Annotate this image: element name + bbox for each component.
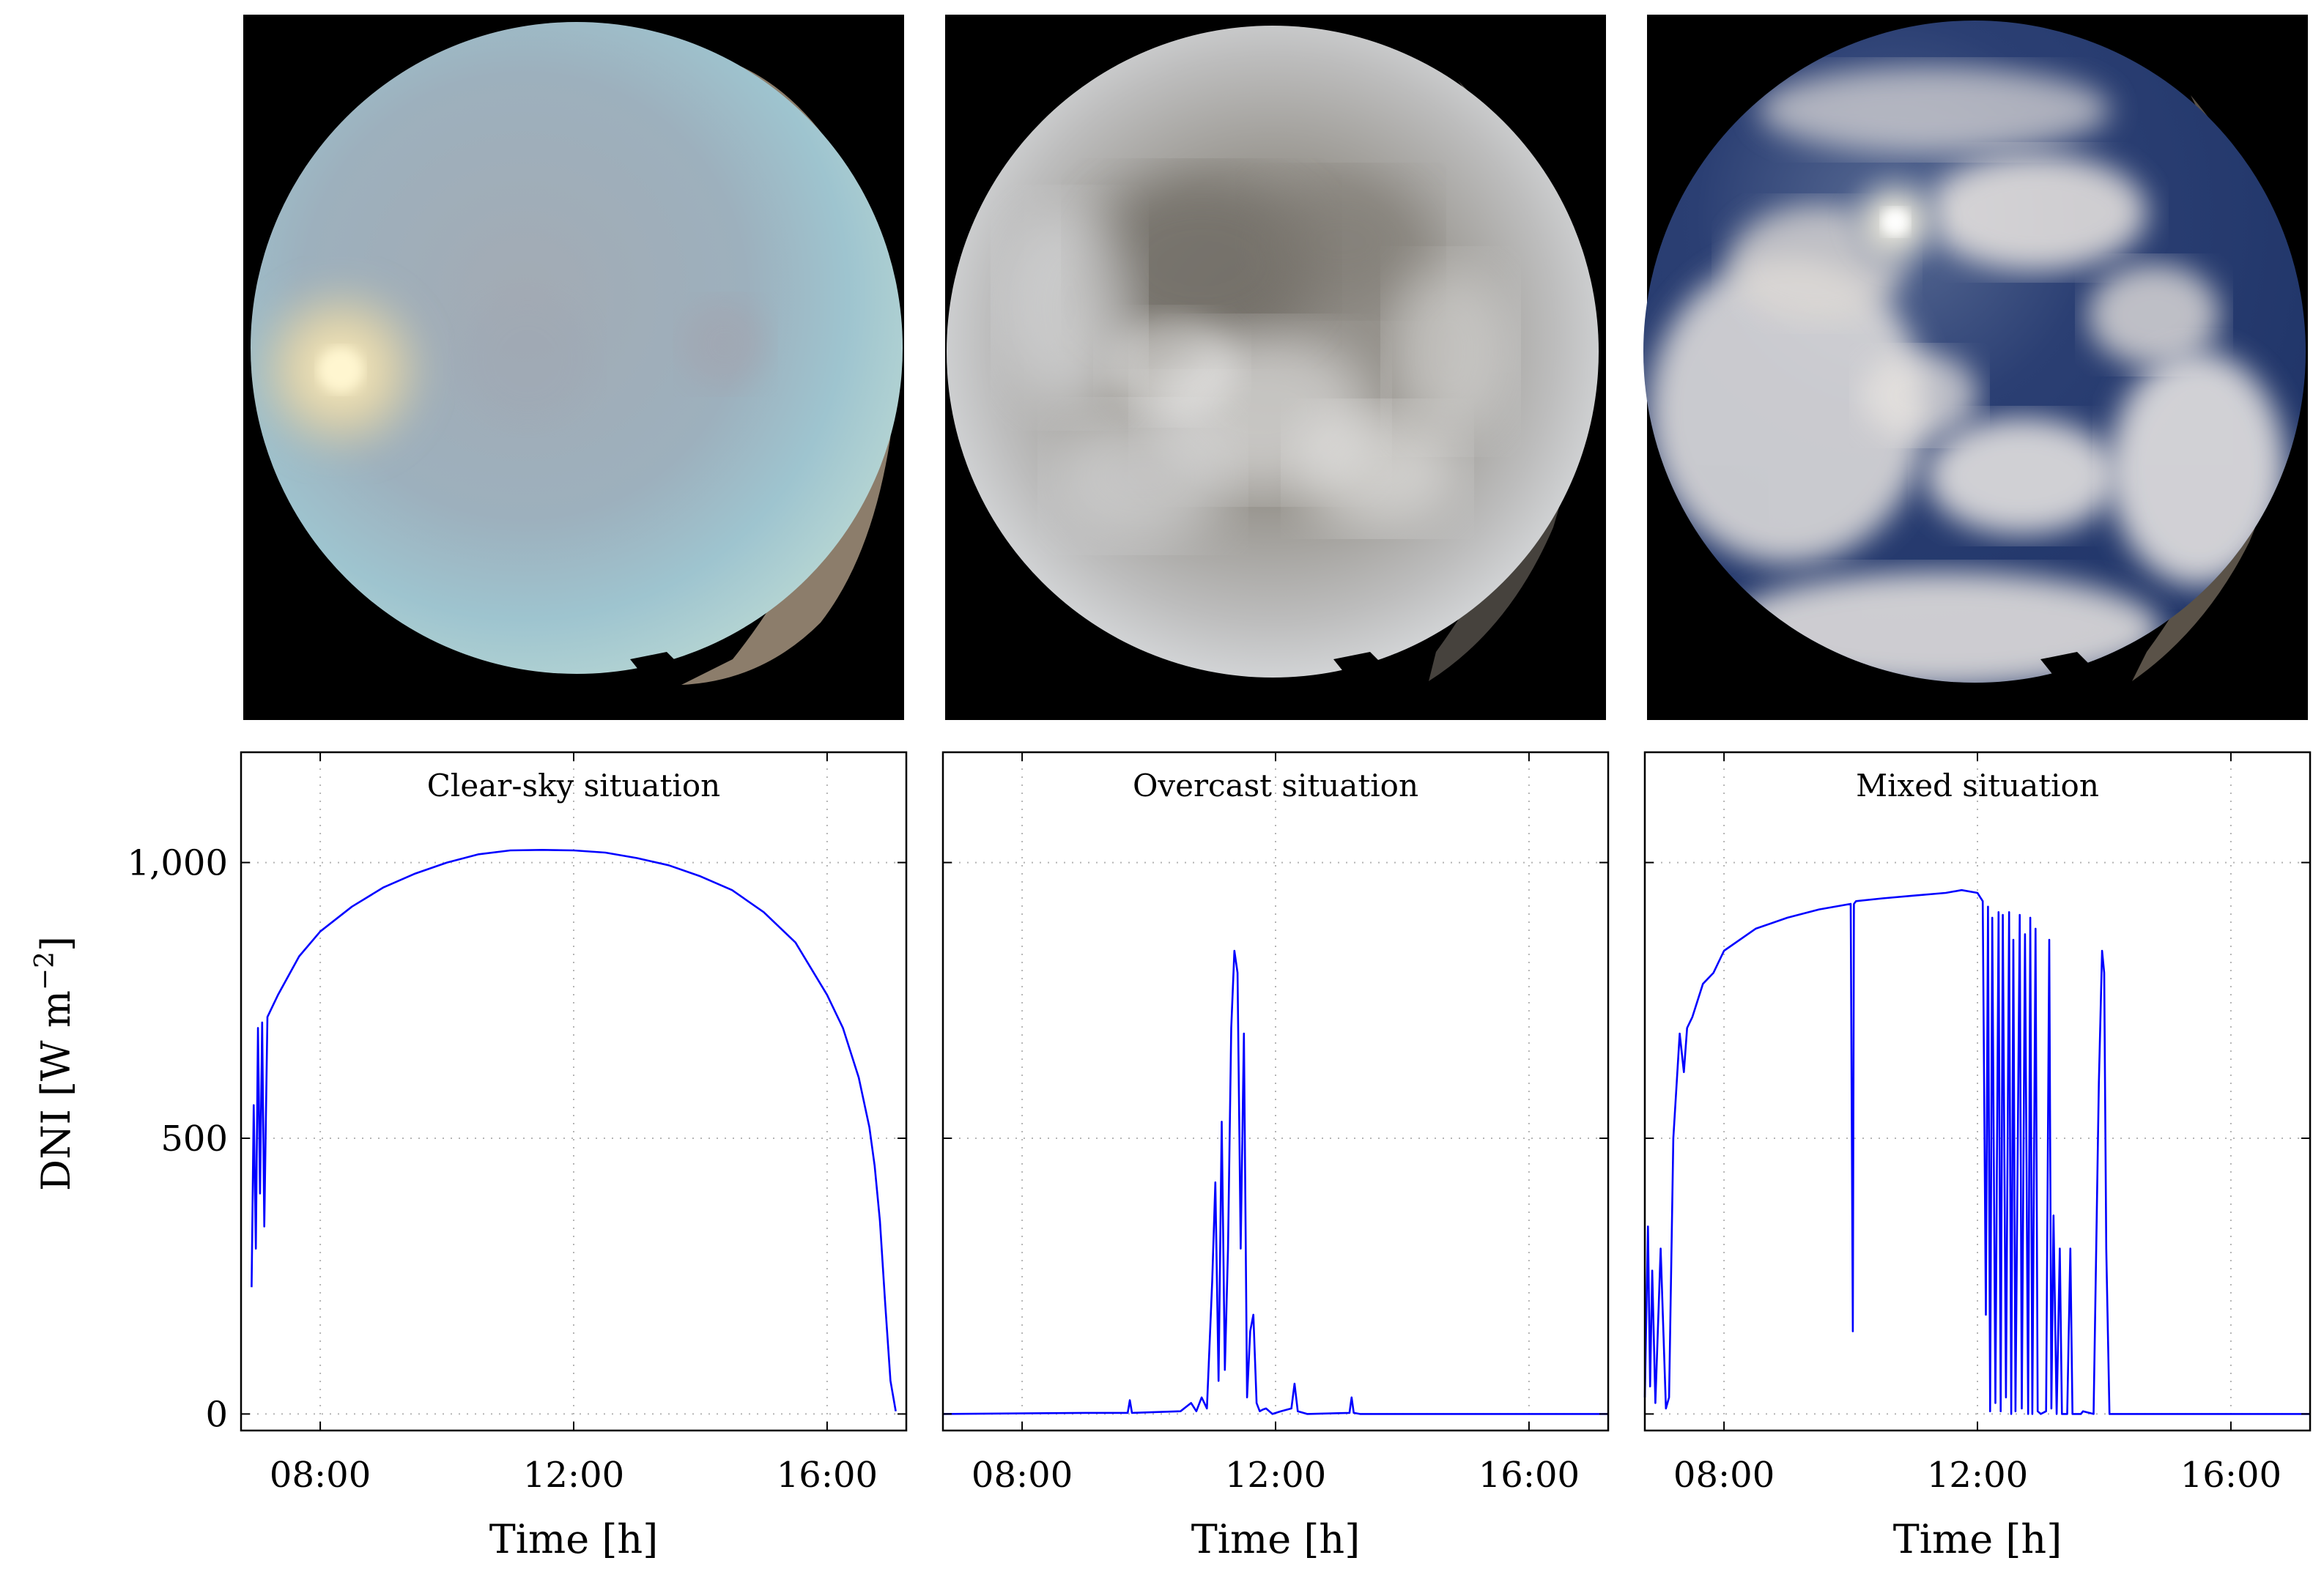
x-axis-label: Time [h] [1893,1516,2062,1562]
x-tick-label: 08:00 [972,1455,1073,1496]
y-tick-label: 0 [205,1394,228,1435]
sky-image-overcast [945,15,1606,720]
x-tick-label: 08:00 [270,1455,371,1496]
chart-title: Clear-sky situation [427,768,720,804]
y-tick-label: 500 [160,1118,228,1160]
x-tick-label: 12:00 [1225,1455,1326,1496]
sky-image-mixed [1643,15,2308,720]
x-tick-label: 08:00 [1673,1455,1775,1496]
x-tick-label: 12:00 [523,1455,624,1496]
x-axis-label: Time [h] [1191,1516,1361,1562]
chart-title: Mixed situation [1856,768,2099,804]
y-axis-label: DNI [W m−2] [30,936,79,1191]
series-line [251,849,897,1411]
sky-image-clear [243,15,904,720]
series-line [942,949,1608,1415]
chart-panel-overcast: 08:00 12:00 16:00 Overcast situation Time [h… [941,751,1610,1562]
x-tick-label: 12:00 [1927,1455,2028,1496]
chart-panel-clear-sky: 08:00 12:00 16:00 0 500 1,000 Clear-sky situat… [127,751,908,1562]
x-tick-label: 16:00 [777,1455,878,1496]
x-tick-label: 16:00 [1479,1455,1580,1496]
x-tick-label: 16:00 [2180,1455,2282,1496]
y-tick-label: 1,000 [127,843,228,884]
chart-title: Overcast situation [1133,768,1418,804]
chart-panel-mixed: 08:00 12:00 16:00 Mixed situation Time [h] [1643,751,2312,1562]
series-line [1643,888,2310,1415]
x-axis-label: Time [h] [489,1516,659,1562]
